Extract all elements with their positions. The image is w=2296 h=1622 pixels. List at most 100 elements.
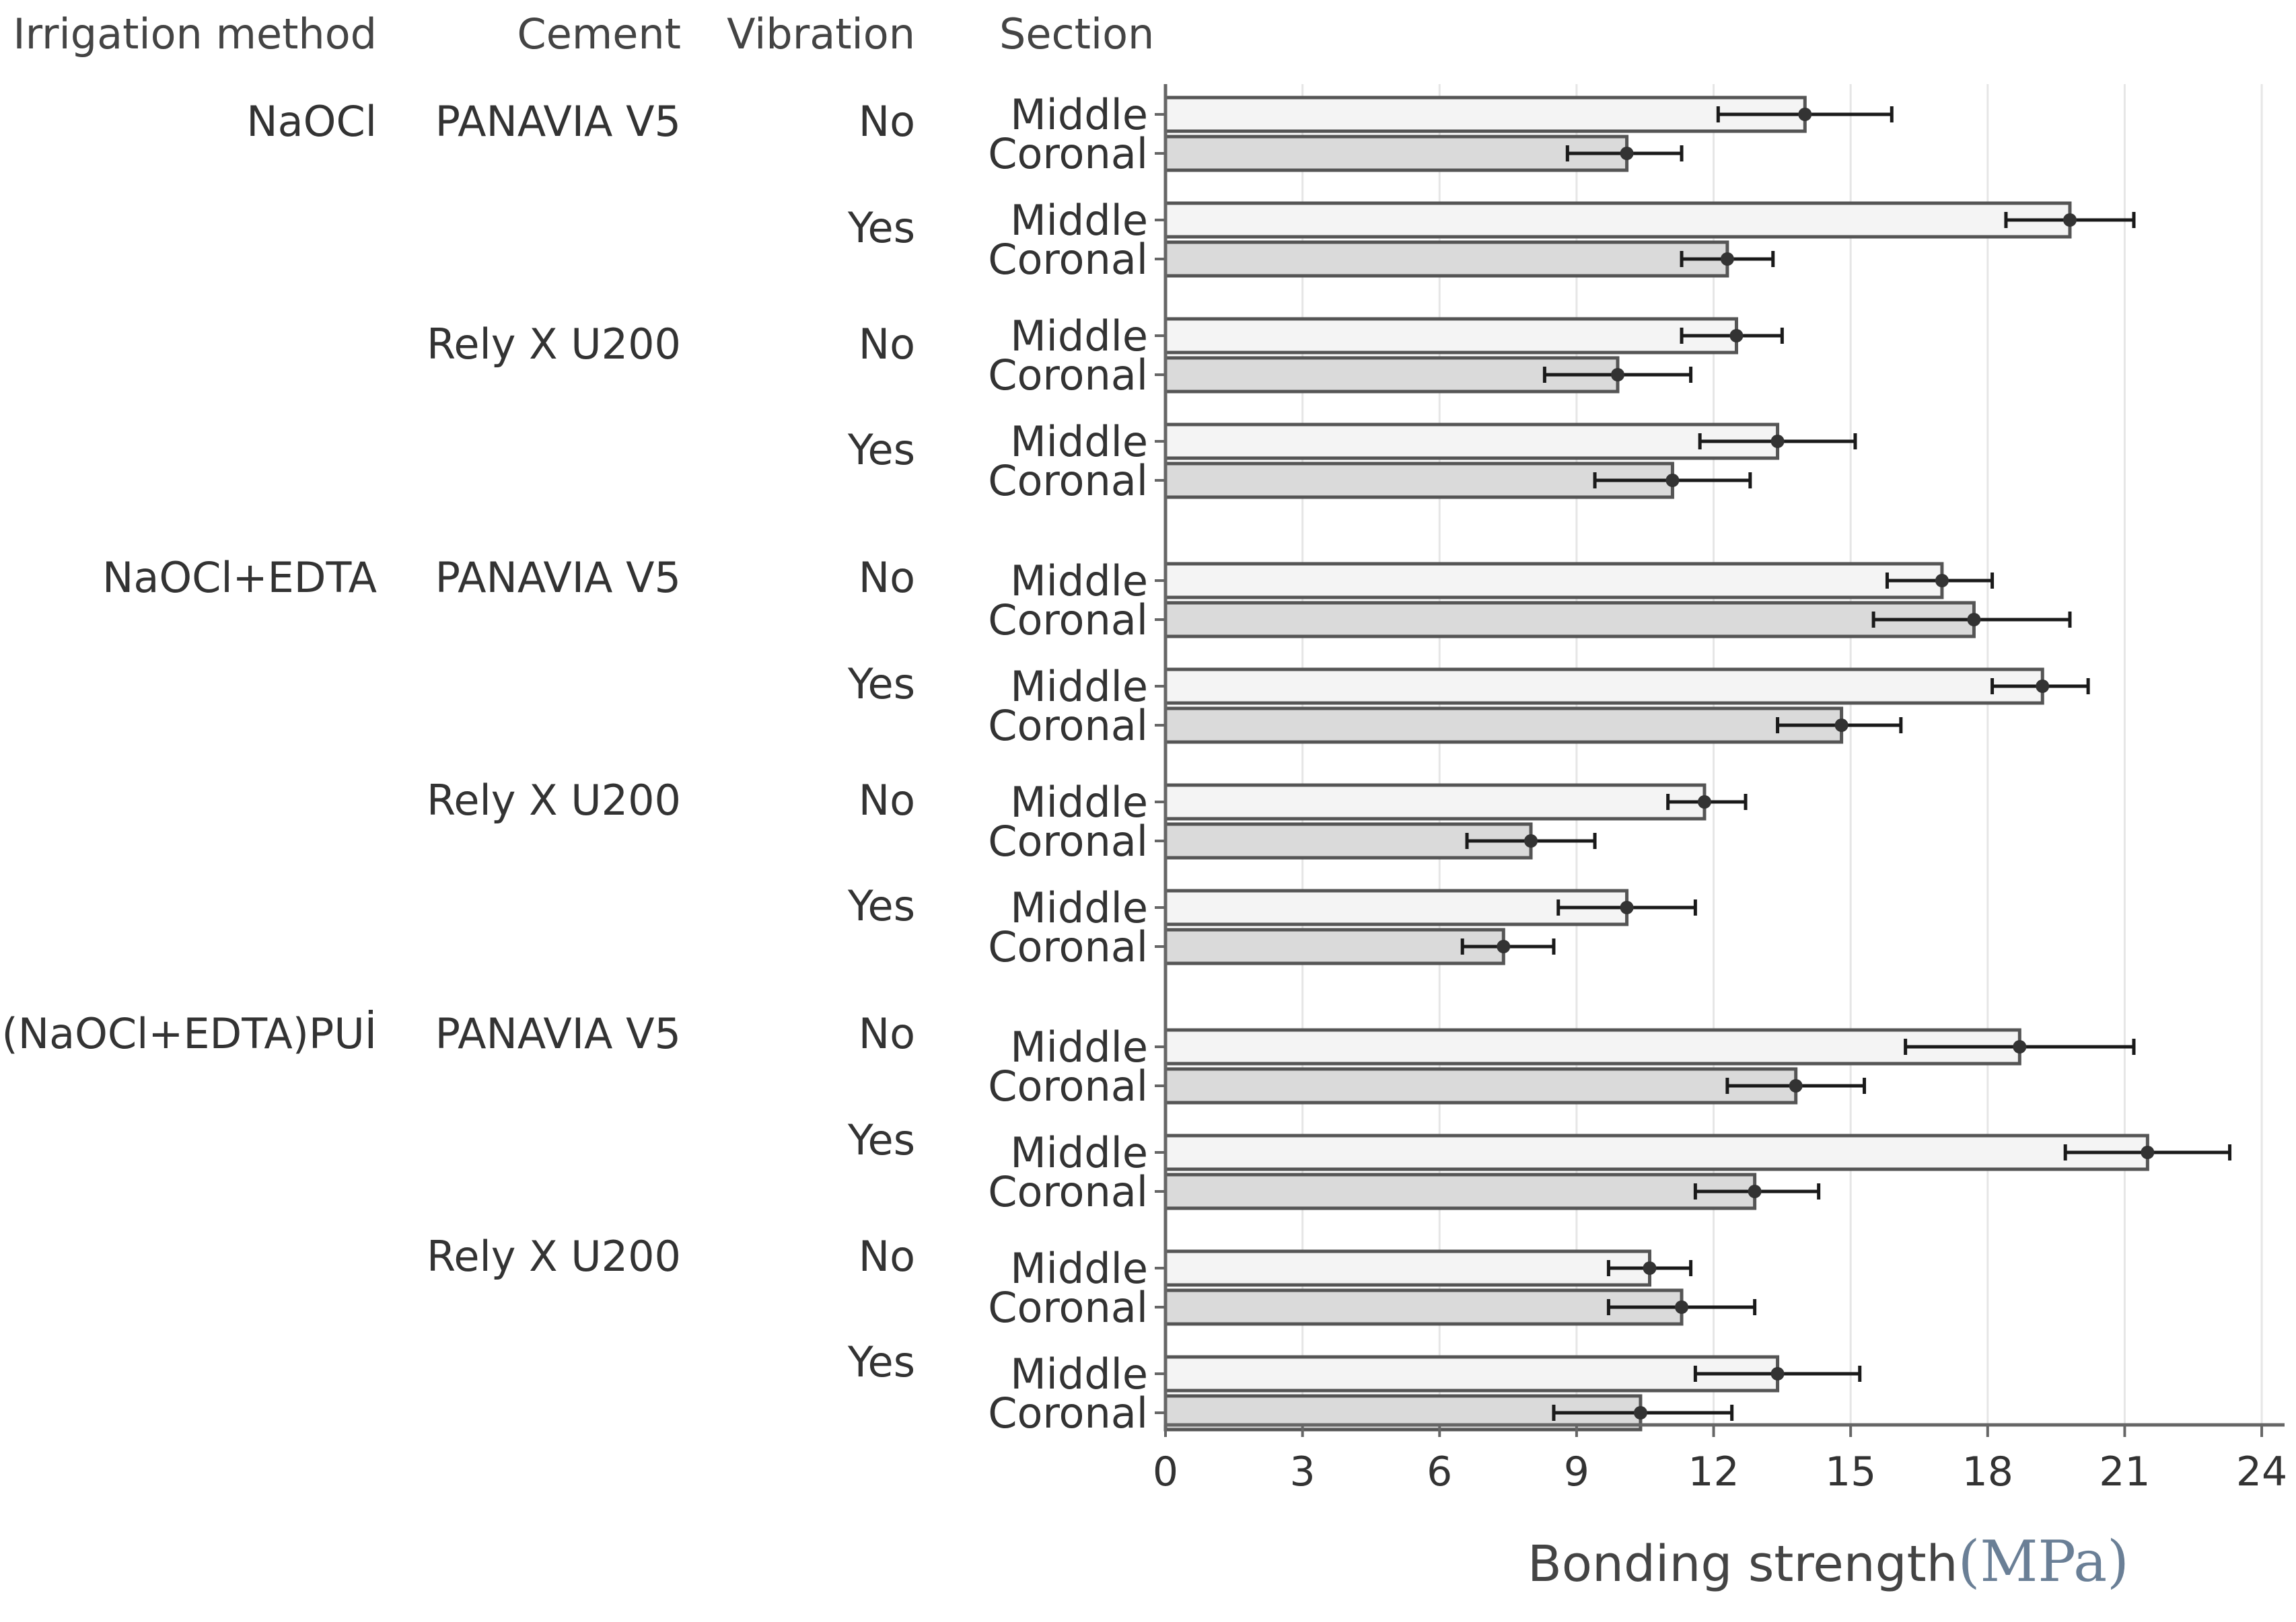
mean-point bbox=[1770, 1367, 1785, 1380]
bar-middle bbox=[1163, 1028, 2021, 1066]
vibration-label-no: No bbox=[858, 320, 915, 369]
vibration-label-no: No bbox=[858, 97, 915, 146]
vibration-label-yes: Yes bbox=[847, 425, 915, 474]
mean-point bbox=[1524, 834, 1538, 848]
section-label-coronal: Coronal bbox=[988, 595, 1148, 644]
mean-point bbox=[1798, 108, 1812, 121]
mean-point bbox=[1610, 368, 1624, 381]
section-label-middle: Middle bbox=[1010, 883, 1148, 932]
irrigation-label-naocl-edta: NaOCl+EDTA bbox=[102, 553, 377, 602]
section-label-coronal: Coronal bbox=[988, 456, 1148, 505]
vibration-label-no: No bbox=[858, 1232, 915, 1281]
vibration-label-yes: Yes bbox=[847, 203, 915, 252]
section-label-coronal: Coronal bbox=[988, 235, 1148, 284]
section-label-middle: Middle bbox=[1010, 417, 1148, 466]
vibration-label-yes: Yes bbox=[847, 1337, 915, 1387]
header-vibration: Vibration bbox=[727, 9, 915, 59]
irrigation-label-naocl: NaOCl bbox=[246, 97, 377, 146]
bar-middle bbox=[1163, 667, 2044, 705]
x-tick-label: 18 bbox=[1962, 1448, 2013, 1496]
section-label-middle: Middle bbox=[1010, 90, 1148, 139]
vibration-label-yes: Yes bbox=[847, 881, 915, 930]
x-tick-label: 24 bbox=[2236, 1448, 2287, 1496]
cement-label-panavia: PANAVIA V5 bbox=[435, 97, 681, 146]
section-label-middle: Middle bbox=[1010, 778, 1148, 827]
mean-point bbox=[1697, 795, 1711, 809]
bar-coronal bbox=[1163, 1067, 1798, 1105]
mean-point bbox=[1620, 901, 1634, 914]
section-label-coronal: Coronal bbox=[988, 1167, 1148, 1216]
section-label-coronal: Coronal bbox=[988, 701, 1148, 750]
bar-coronal bbox=[1163, 1173, 1757, 1210]
mean-point bbox=[1643, 1261, 1657, 1275]
section-label-middle: Middle bbox=[1010, 556, 1148, 605]
mean-point bbox=[2013, 1040, 2027, 1054]
section-label-middle: Middle bbox=[1010, 196, 1148, 245]
bar-middle bbox=[1163, 1134, 2149, 1171]
mean-point bbox=[1620, 147, 1634, 160]
bar-coronal bbox=[1163, 706, 1844, 744]
mean-point bbox=[2062, 213, 2077, 227]
mean-point bbox=[1748, 1185, 1762, 1198]
bar-middle bbox=[1163, 317, 1738, 355]
section-label-coronal: Coronal bbox=[988, 129, 1148, 178]
vibration-label-no: No bbox=[858, 776, 915, 825]
cement-label-relyx: Rely X U200 bbox=[427, 776, 681, 825]
section-label-middle: Middle bbox=[1010, 1244, 1148, 1293]
section-label-middle: Middle bbox=[1010, 1350, 1148, 1399]
section-label-middle: Middle bbox=[1010, 662, 1148, 711]
vibration-label-yes: Yes bbox=[847, 1115, 915, 1165]
section-label-coronal: Coronal bbox=[988, 1062, 1148, 1111]
section-label-coronal: Coronal bbox=[988, 922, 1148, 971]
mean-point bbox=[2141, 1146, 2155, 1159]
irrigation-label-naocl-edta-pui: (NaOCl+EDTA)PUİ bbox=[1, 1009, 377, 1058]
x-tick-label: 15 bbox=[1825, 1448, 1876, 1496]
x-axis-label: Bonding strength(MPa) bbox=[1528, 1528, 2129, 1594]
mean-point bbox=[1633, 1406, 1647, 1420]
x-tick-label: 3 bbox=[1290, 1448, 1316, 1496]
bar-middle bbox=[1163, 783, 1707, 821]
mean-point bbox=[1834, 718, 1849, 732]
header-irrigation-method: Irrigation method bbox=[13, 9, 377, 59]
section-label-middle: Middle bbox=[1010, 1023, 1148, 1072]
section-label-coronal: Coronal bbox=[988, 1283, 1148, 1332]
bar-middle bbox=[1163, 96, 1807, 133]
vibration-label-no: No bbox=[858, 553, 915, 602]
x-axis-unit: (MPa) bbox=[1958, 1528, 2129, 1594]
bar-coronal bbox=[1163, 601, 1976, 638]
bar-coronal bbox=[1163, 1288, 1684, 1326]
bar-coronal bbox=[1163, 240, 1729, 278]
mean-point bbox=[1729, 329, 1744, 342]
bar-middle bbox=[1163, 422, 1780, 460]
header-cement: Cement bbox=[517, 9, 681, 59]
section-label-coronal: Coronal bbox=[988, 351, 1148, 400]
x-axis-title: Bonding strength bbox=[1528, 1535, 1958, 1593]
mean-point bbox=[1675, 1300, 1689, 1314]
cement-label-relyx: Rely X U200 bbox=[427, 320, 681, 369]
x-tick-label: 0 bbox=[1153, 1448, 1178, 1496]
bar-coronal bbox=[1163, 462, 1674, 499]
x-tick-label: 21 bbox=[2099, 1448, 2150, 1496]
section-label-middle: Middle bbox=[1010, 311, 1148, 361]
bar-coronal bbox=[1163, 928, 1505, 965]
cement-label-panavia: PANAVIA V5 bbox=[435, 553, 681, 602]
mean-point bbox=[1497, 940, 1511, 953]
cement-label-panavia: PANAVIA V5 bbox=[435, 1009, 681, 1058]
vibration-label-yes: Yes bbox=[847, 659, 915, 708]
x-tick-label: 6 bbox=[1427, 1448, 1452, 1496]
mean-point bbox=[1720, 252, 1734, 266]
section-label-coronal: Coronal bbox=[988, 1389, 1148, 1438]
section-label-middle: Middle bbox=[1010, 1128, 1148, 1177]
bar-middle bbox=[1163, 562, 1944, 599]
mean-point bbox=[1967, 613, 1981, 626]
mean-point bbox=[1789, 1079, 1803, 1093]
bar-middle bbox=[1163, 1249, 1652, 1287]
section-label-coronal: Coronal bbox=[988, 817, 1148, 866]
mean-point bbox=[1770, 435, 1785, 448]
mean-point bbox=[2036, 679, 2050, 693]
cement-label-relyx: Rely X U200 bbox=[427, 1232, 681, 1281]
bar-middle bbox=[1163, 1355, 1780, 1393]
vibration-label-no: No bbox=[858, 1009, 915, 1058]
x-tick-label: 12 bbox=[1688, 1448, 1739, 1496]
